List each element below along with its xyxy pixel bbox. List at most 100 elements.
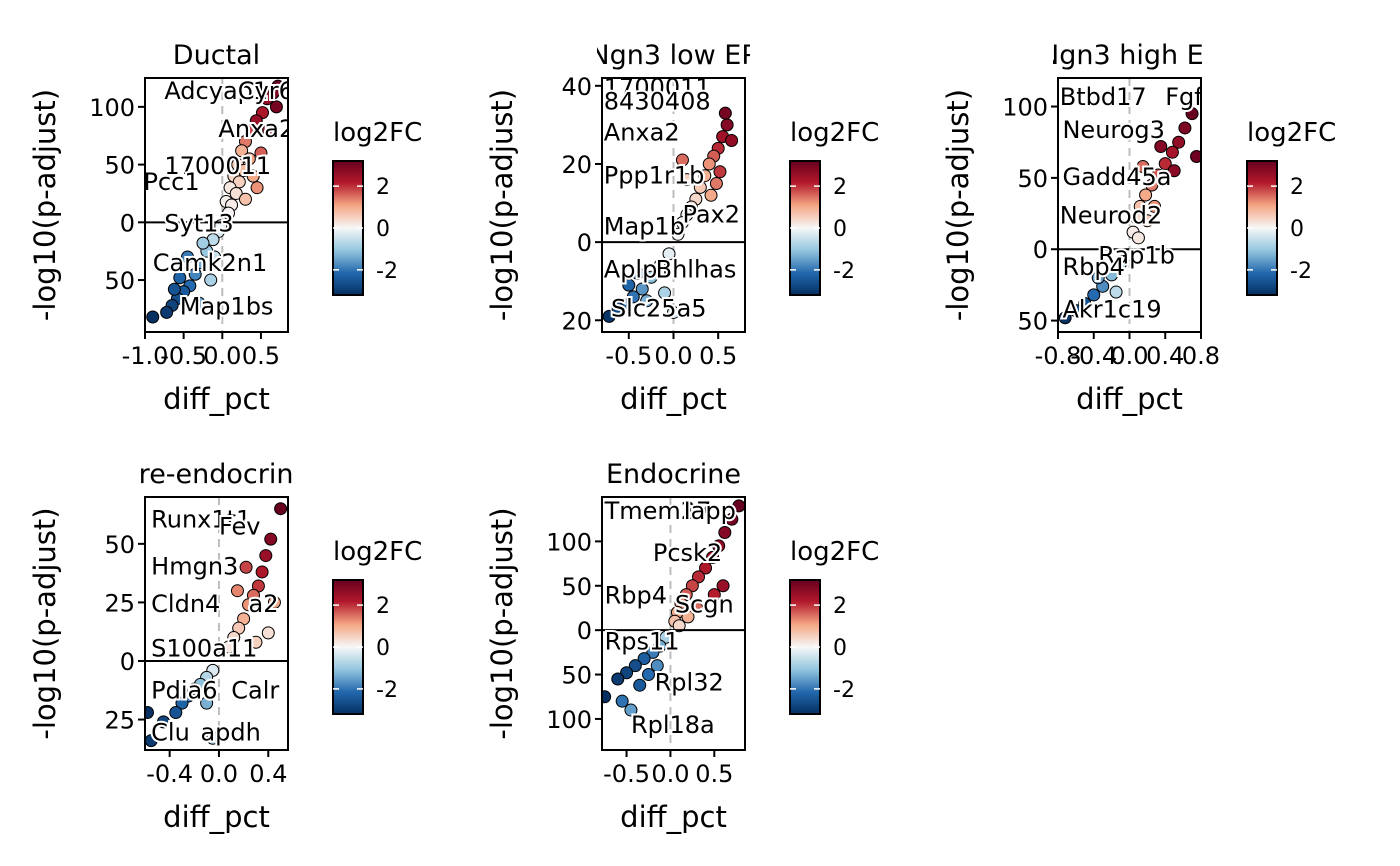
gene-label: Camk2n1: [153, 249, 268, 277]
data-point: [206, 731, 220, 745]
data-point: [626, 290, 640, 304]
data-point: [690, 601, 704, 615]
data-point: [1136, 159, 1150, 173]
y-tick-label: 25: [104, 707, 135, 735]
data-point: [200, 696, 214, 710]
data-point: [239, 560, 253, 574]
colorbar-tick-label: 0: [1290, 217, 1304, 242]
data-point: [615, 694, 629, 708]
data-point: [1178, 121, 1192, 135]
colorbar-tick-label: 0: [833, 636, 847, 661]
data-point: [1091, 271, 1105, 285]
colorbar-tick-label: 0: [376, 636, 390, 661]
colorbar-legend: log2FC 2 0 -2: [332, 118, 422, 296]
gene-label: 8430408: [604, 87, 711, 115]
data-point: [644, 270, 658, 284]
data-point: [262, 123, 276, 137]
y-tick-label: 0: [120, 648, 135, 676]
gene-label: Pcsk2: [653, 539, 722, 567]
data-point: [602, 690, 612, 704]
data-point: [260, 92, 274, 106]
colorbar-tick-label: 2: [376, 594, 390, 619]
data-point: [681, 610, 695, 624]
gene-label: Pdia6: [151, 676, 217, 704]
data-point: [238, 192, 252, 206]
y-tick-label: 50: [561, 662, 592, 690]
x-tick-label: -0.5: [160, 342, 207, 370]
data-point: [242, 598, 256, 612]
data-point: [718, 526, 732, 540]
colorbar-legend: log2FC 2 0 -2: [789, 537, 879, 715]
gene-label: Map1b: [604, 212, 685, 240]
data-point: [1139, 188, 1153, 202]
y-tick-label: 25: [104, 589, 135, 617]
colorbar-legend: log2FC 2 0 -2: [789, 118, 879, 296]
data-point: [704, 188, 718, 202]
data-point: [720, 118, 734, 132]
data-point: [146, 310, 160, 324]
colorbar-tick-label: 2: [1290, 175, 1304, 200]
plot-frame: [144, 496, 289, 751]
y-axis-label: -log10(p-adjust): [485, 507, 519, 739]
data-point: [242, 152, 256, 166]
x-tick-label: 0.0: [200, 760, 238, 788]
x-tick-label: -0.4: [1070, 342, 1117, 370]
x-tick-label: 0.0: [1110, 342, 1148, 370]
y-axis-label: -log10(p-adjust): [28, 507, 62, 739]
data-point: [637, 652, 651, 666]
data-point: [1087, 288, 1101, 302]
gene-label: Slc25a5: [611, 294, 707, 322]
y-tick-label: 50: [1017, 165, 1048, 193]
legend-title: log2FC: [1247, 118, 1336, 148]
data-point: [1158, 157, 1172, 171]
data-point: [160, 305, 174, 319]
x-tick-label: -1.0: [122, 342, 169, 370]
data-point: [725, 134, 739, 148]
gene-label: Akr1c19: [1062, 296, 1161, 324]
data-point: [235, 144, 249, 158]
data-point: [646, 645, 660, 659]
data-point: [662, 247, 676, 261]
y-tick-label: 40: [561, 73, 592, 101]
gene-label: a2: [249, 590, 279, 618]
colorbar-tick-label: -2: [1290, 259, 1312, 284]
gene-label: Neurog3: [1062, 116, 1164, 144]
legend-title: log2FC: [333, 537, 422, 567]
data-point: [237, 163, 251, 177]
plot-frame: [144, 77, 289, 333]
data-point: [650, 659, 664, 673]
data-point: [685, 579, 699, 593]
data-point: [692, 570, 706, 584]
data-point: [194, 256, 208, 270]
x-axis-label: diff_pct: [620, 382, 727, 416]
x-tick-label: 0.0: [203, 342, 241, 370]
data-point: [693, 180, 707, 194]
y-tick-label: 50: [104, 267, 135, 295]
data-point: [611, 672, 625, 686]
data-point: [624, 703, 638, 717]
data-point: [208, 250, 222, 264]
gene-label: Rpl32: [655, 669, 724, 697]
panel-title: Ngn3 low EP: [589, 40, 757, 71]
colorbar-tick-label: -2: [376, 678, 398, 703]
data-point: [699, 561, 713, 575]
data-point: [222, 640, 236, 654]
y-tick-label: 0: [120, 209, 135, 237]
data-point: [267, 595, 281, 609]
data-point: [702, 157, 716, 171]
data-point: [672, 619, 686, 633]
legend-title: log2FC: [790, 118, 879, 148]
y-axis-label: -log10(p-adjust): [28, 89, 62, 321]
x-tick-label: 0.8: [1182, 342, 1220, 370]
data-point: [675, 216, 689, 230]
x-tick-label: -0.8: [1035, 342, 1082, 370]
gene-label: Anxa2: [218, 115, 294, 143]
panel-title: Pre-endocrine: [123, 459, 310, 490]
data-point: [249, 635, 263, 649]
data-point: [712, 539, 726, 553]
y-tick-label: 50: [104, 531, 135, 559]
x-axis-label: diff_pct: [163, 382, 270, 416]
